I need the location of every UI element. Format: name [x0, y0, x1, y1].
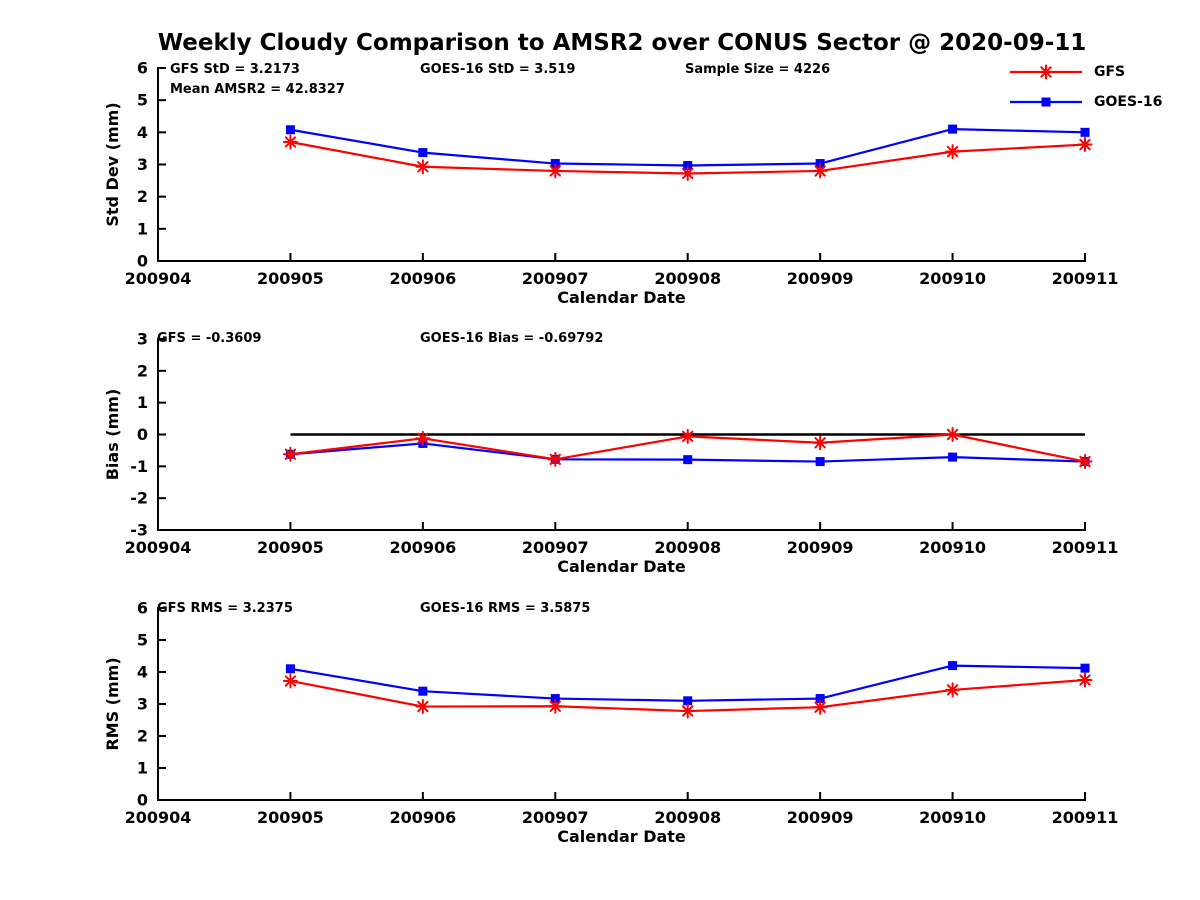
axis-spines — [157, 607, 1086, 801]
x-tick-label: 200906 — [389, 808, 456, 827]
x-axis-title: Calendar Date — [557, 827, 686, 846]
y-tick-label: 1 — [137, 219, 148, 238]
legend: GFS GOES-16 — [1008, 62, 1162, 122]
y-tick-label: 3 — [137, 330, 148, 349]
chart-annotation: GFS RMS = 3.2375 — [157, 601, 293, 616]
chart-bias: 200904 200905 200906 200907 200908 200909 2009… — [103, 330, 1118, 577]
x-tick-label: 200905 — [257, 269, 324, 288]
chart-std-dev: 200904 200905 200906 200907 200908 200909 2009… — [103, 59, 1118, 308]
x-tick-label: 200905 — [257, 538, 324, 557]
y-axis-title: RMS (mm) — [103, 657, 122, 750]
y-axis-title: Bias (mm) — [103, 389, 122, 481]
x-tick-label: 200908 — [654, 808, 721, 827]
legend-item-goes16: GOES-16 — [1008, 92, 1162, 112]
gfs-markers — [282, 134, 1093, 182]
y-tick-label: 2 — [137, 361, 148, 380]
y-axis-title: Std Dev (mm) — [103, 102, 122, 226]
y-tick-label: 0 — [137, 252, 148, 271]
y-tick-label: 3 — [137, 695, 148, 714]
x-axis-title: Calendar Date — [557, 557, 686, 576]
y-tick-label: 1 — [137, 759, 148, 778]
x-axis-title: Calendar Date — [557, 288, 686, 307]
y-tick-label: 1 — [137, 393, 148, 412]
chart-annotation: Mean AMSR2 = 42.8327 — [170, 82, 345, 97]
y-tick-label: 3 — [137, 155, 148, 174]
goes-16-markers — [285, 661, 1090, 706]
chart-annotation: GFS StD = 3.2173 — [170, 62, 300, 77]
x-tick-label: 200911 — [1052, 808, 1119, 827]
y-tick-label: -1 — [130, 457, 148, 476]
chart-annotation: GFS = -0.3609 — [157, 331, 261, 346]
x-tick-label: 200909 — [787, 269, 854, 288]
y-tick-label: 0 — [137, 425, 148, 444]
chart-annotation: Sample Size = 4226 — [685, 62, 830, 77]
x-tick-label: 200911 — [1052, 269, 1119, 288]
goes-16-line — [290, 128, 1086, 167]
legend-label-goes16: GOES-16 — [1094, 94, 1163, 110]
y-tick-label: 5 — [137, 91, 148, 110]
x-tick-label: 200905 — [257, 808, 324, 827]
x-tick-label: 200909 — [787, 808, 854, 827]
x-tick-label: 200911 — [1052, 538, 1119, 557]
x-tick-label: 200909 — [787, 538, 854, 557]
y-tick-label: 2 — [137, 187, 148, 206]
x-tick-label: 200910 — [919, 269, 986, 288]
chart-annotation: GOES-16 Bias = -0.69792 — [420, 331, 603, 346]
x-tick-label: 200907 — [522, 808, 589, 827]
y-tick-label: 4 — [137, 663, 148, 682]
y-tick-label: 0 — [137, 791, 148, 810]
chart-rms: 200904 200905 200906 200907 200908 200909 2009… — [103, 599, 1118, 847]
x-tick-label: 200908 — [654, 269, 721, 288]
chart-annotation: GOES-16 StD = 3.519 — [420, 62, 575, 77]
y-tick-label: 6 — [137, 59, 148, 78]
gfs-legend-line-icon — [1010, 64, 1082, 80]
x-tick-label: 200904 — [125, 269, 192, 288]
x-tick-label: 200907 — [522, 269, 589, 288]
y-tick-label: -2 — [130, 489, 148, 508]
y-tick-label: 6 — [137, 599, 148, 618]
x-tick-label: 200906 — [389, 269, 456, 288]
legend-item-gfs: GFS — [1008, 62, 1162, 82]
y-tick-label: 4 — [137, 123, 148, 142]
y-tick-label: 2 — [137, 727, 148, 746]
chart-annotation: GOES-16 RMS = 3.5875 — [420, 601, 590, 616]
x-tick-label: 200906 — [389, 538, 456, 557]
y-tick-label: 5 — [137, 631, 148, 650]
x-tick-label: 200908 — [654, 538, 721, 557]
gfs-markers — [282, 427, 1093, 470]
x-tick-label: 200904 — [125, 808, 192, 827]
y-tick-label: -3 — [130, 521, 148, 540]
legend-label-gfs: GFS — [1094, 64, 1126, 80]
x-tick-label: 200904 — [125, 538, 192, 557]
figure-title: Weekly Cloudy Comparison to AMSR2 over C… — [157, 30, 1087, 56]
x-tick-label: 200910 — [919, 538, 986, 557]
goes-16-line — [290, 664, 1086, 702]
goes16-legend-line-icon — [1010, 97, 1082, 107]
x-tick-label: 200907 — [522, 538, 589, 557]
x-tick-label: 200910 — [919, 808, 986, 827]
gfs-markers — [282, 672, 1093, 719]
